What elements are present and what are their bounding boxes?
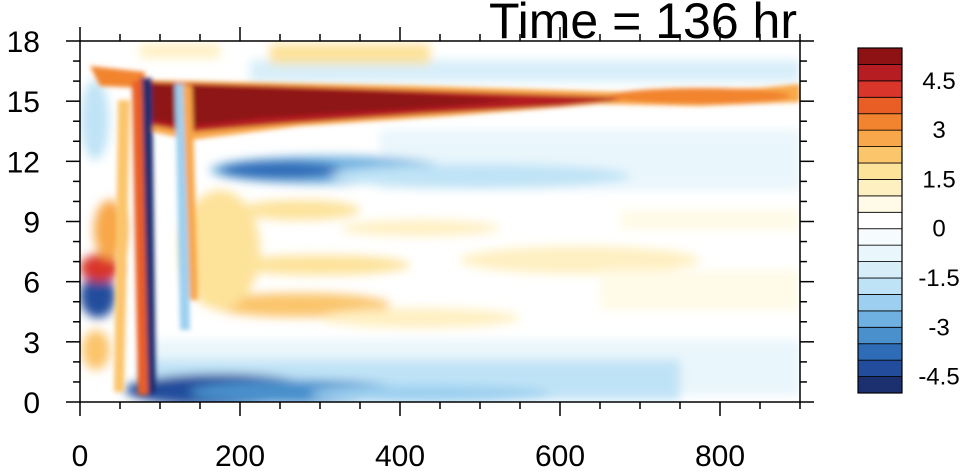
- colorbar-swatch: [857, 179, 903, 197]
- x-tick-label: 0: [72, 440, 89, 473]
- colorbar-label: -3: [928, 314, 949, 341]
- colorbar-swatch: [857, 343, 903, 361]
- x-tick-label: 200: [215, 440, 265, 473]
- colorbar-swatch: [857, 146, 903, 164]
- colorbar-label: 3: [932, 117, 945, 144]
- colorbar-swatch: [857, 244, 903, 262]
- colorbar-swatch: [857, 326, 903, 345]
- colorbar-swatch: [857, 310, 903, 328]
- colorbar-swatch: [857, 294, 903, 312]
- colorbar-label: 4.5: [922, 68, 955, 95]
- y-tick-label: 12: [7, 146, 40, 179]
- x-tick-label: 600: [535, 440, 585, 473]
- y-tick-label: 6: [23, 267, 40, 300]
- colorbar-label: 0: [932, 216, 945, 243]
- colorbar-swatch: [857, 277, 903, 295]
- chart-title: Time = 136 hr: [489, 0, 797, 49]
- colorbar-swatch: [857, 64, 903, 82]
- colorbar-swatch: [857, 80, 903, 98]
- y-tick-label: 15: [7, 86, 40, 119]
- colorbar-swatch: [857, 228, 903, 246]
- colorbar-swatch: [857, 129, 903, 147]
- colorbar-swatch: [857, 261, 903, 279]
- colorbar: -4.5 -3 -1.5 0 1.5 3 4.5: [857, 47, 960, 394]
- y-tick-label: 9: [23, 207, 40, 240]
- colorbar-swatch: [857, 113, 903, 131]
- colorbar-swatch: [857, 376, 903, 394]
- colorbar-swatch: [857, 162, 903, 180]
- colorbar-swatch: [857, 211, 903, 230]
- x-tick-label: 800: [695, 440, 745, 473]
- x-tick-label: 400: [375, 440, 425, 473]
- colorbar-swatch: [857, 195, 903, 213]
- y-tick-label: 18: [7, 26, 40, 59]
- colorbar-swatch: [857, 47, 903, 65]
- colorbar-swatch: [857, 96, 903, 115]
- colorbar-frame: [857, 47, 903, 394]
- y-axis: 0 3 6 9 12 15 18: [7, 26, 814, 420]
- colorbar-label: -1.5: [918, 265, 959, 292]
- colorbar-label: 1.5: [922, 166, 955, 193]
- colorbar-label: -4.5: [918, 364, 959, 391]
- y-tick-label: 0: [23, 387, 40, 420]
- x-axis: 0 200 400 600 800: [72, 27, 801, 473]
- y-tick-label: 3: [23, 327, 40, 360]
- colorbar-swatch: [857, 359, 903, 377]
- heatmap-field: [80, 44, 800, 402]
